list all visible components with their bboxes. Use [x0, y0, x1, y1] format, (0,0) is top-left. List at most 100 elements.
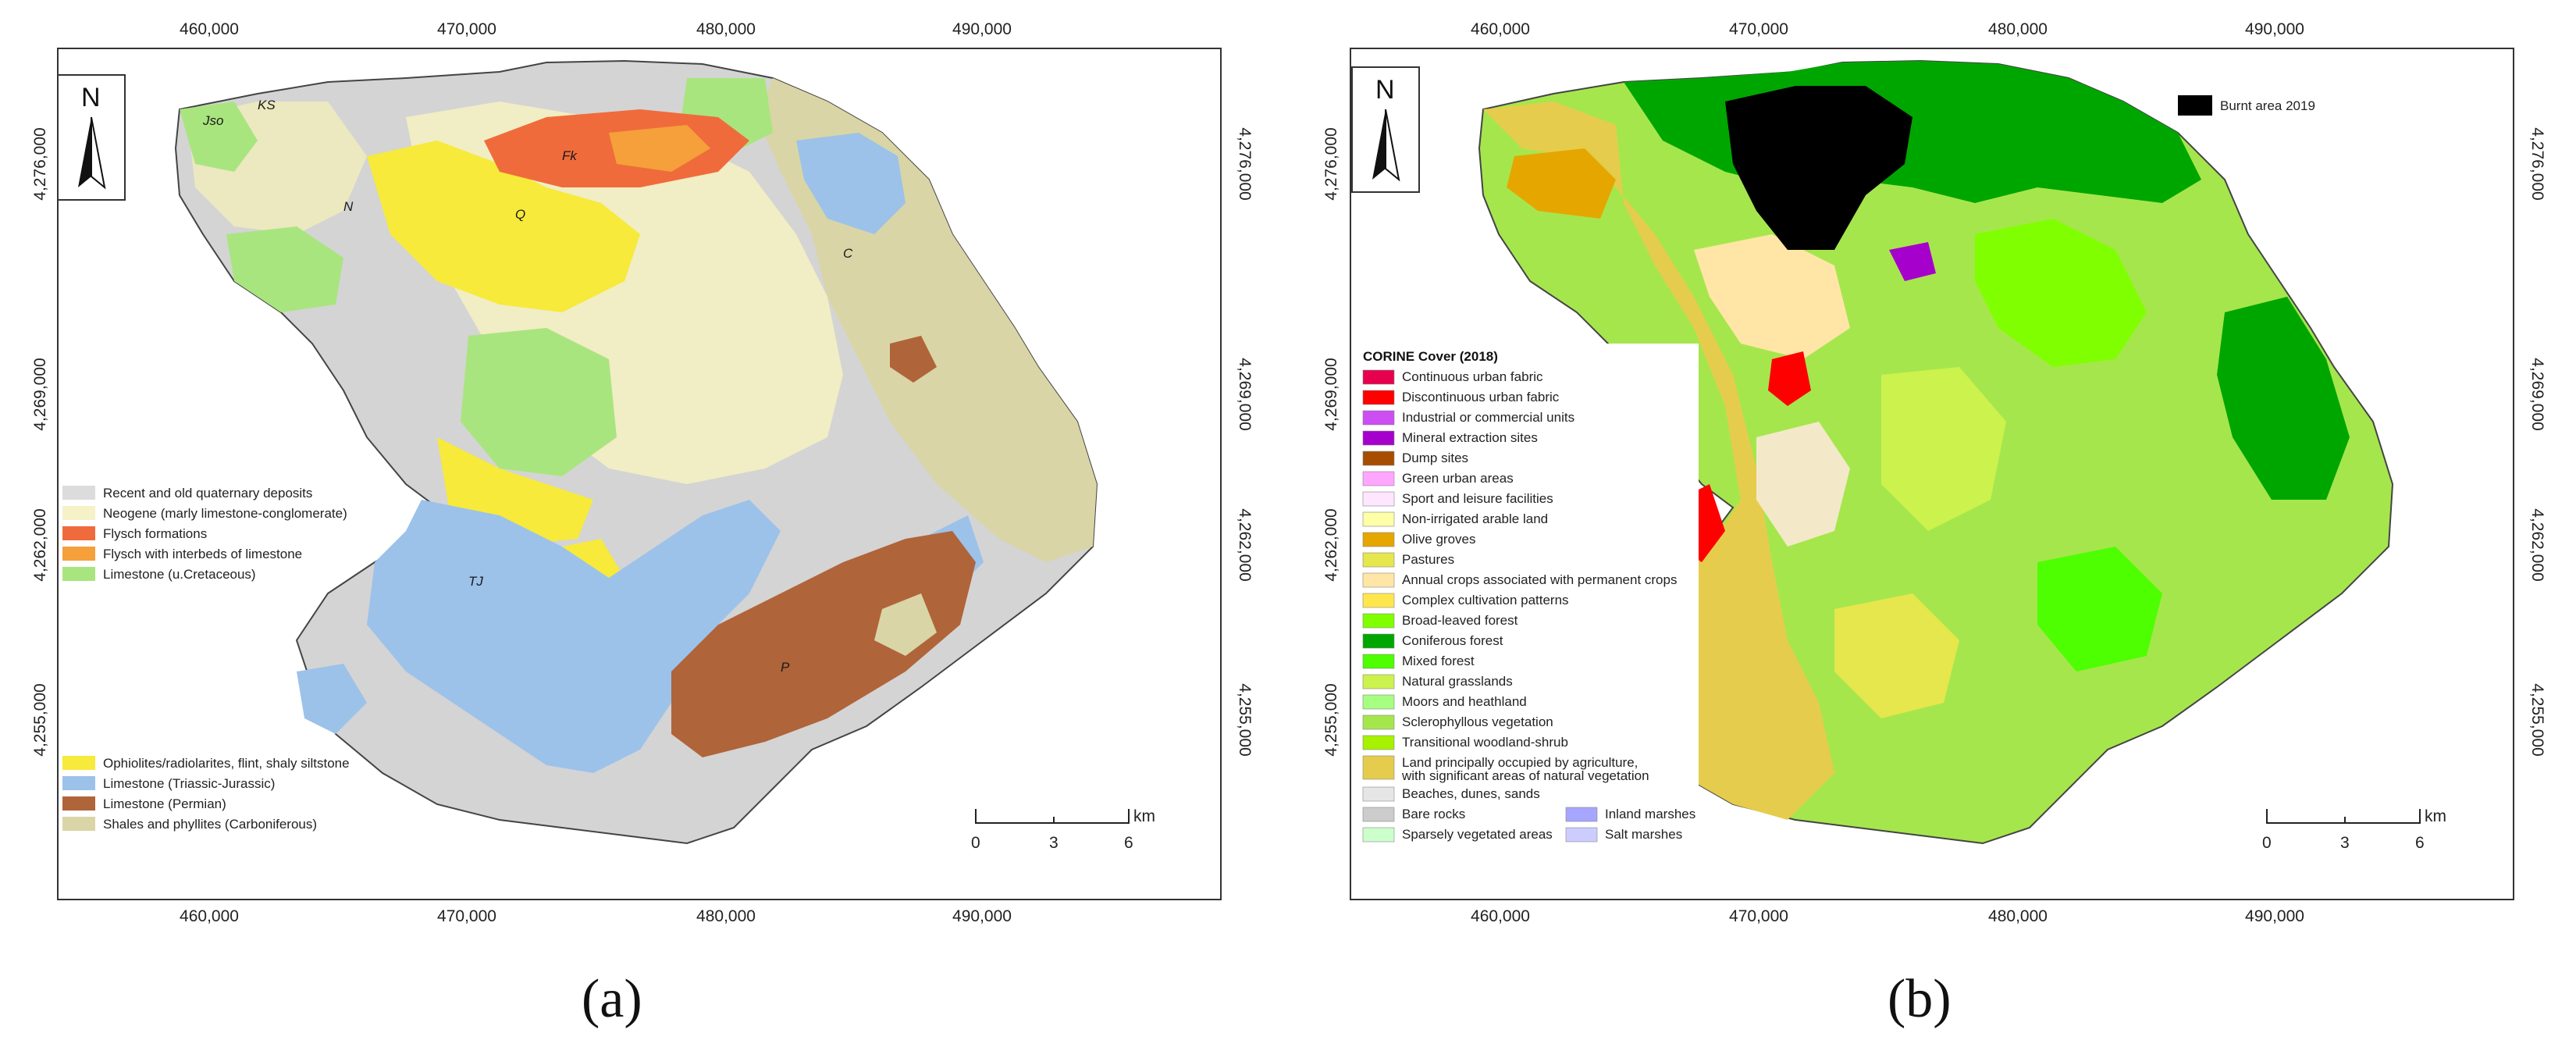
map-label-fk: Fk: [562, 148, 578, 163]
legend-swatch: [1362, 451, 1395, 466]
svg-text:460,000: 460,000: [1471, 20, 1530, 38]
lc-olive-nw: [1507, 148, 1616, 219]
legend-label: Beaches, dunes, sands: [1402, 786, 1540, 801]
map-label-ks: KS: [258, 98, 276, 112]
scale-label-3: 3: [2340, 834, 2350, 852]
legend-label: Sclerophyllous vegetation: [1402, 714, 1553, 729]
lc-nonirrigated: [1756, 422, 1850, 547]
legend-label: Complex cultivation patterns: [1402, 593, 1569, 607]
legend-swatch: [1362, 491, 1395, 507]
legend-swatch: [1565, 807, 1598, 822]
svg-text:4,255,000: 4,255,000: [31, 683, 49, 756]
map-label-q: Q: [515, 207, 525, 222]
svg-text:490,000: 490,000: [2245, 20, 2304, 38]
corine-legend: CORINE Cover (2018) Continuous urban fab…: [1355, 344, 1699, 882]
legend-swatch: [1362, 430, 1395, 446]
legend-swatch: [1362, 786, 1395, 802]
legend-label: Ophiolites/radiolarites, flint, shaly si…: [103, 756, 350, 771]
legend-swatch: [1362, 471, 1395, 486]
legend-label: Shales and phyllites (Carboniferous): [103, 817, 317, 832]
y-ticks-right: 4,276,000 4,269,000 4,262,000 4,255,000: [2528, 127, 2546, 756]
legend-swatch: [62, 547, 95, 561]
svg-text:490,000: 490,000: [952, 20, 1012, 38]
svg-text:480,000: 480,000: [1988, 907, 2048, 925]
svg-text:4,262,000: 4,262,000: [1236, 508, 1254, 581]
legend-swatch: [1362, 410, 1395, 426]
unit-cretaceous-nw: [180, 102, 258, 172]
legend-label: Broad-leaved forest: [1402, 613, 1518, 628]
y-ticks-left: 4,276,000 4,269,000 4,262,000 4,255,000: [1322, 127, 1340, 756]
legend-swatch: [62, 756, 95, 770]
north-arrow: N: [57, 74, 126, 201]
legend-swatch: [1362, 613, 1395, 629]
legend-label: Annual crops associated with permanent c…: [1402, 572, 1677, 587]
legend-swatch: [62, 796, 95, 811]
legend-label: Limestone (Triassic-Jurassic): [103, 776, 275, 791]
map-label-jso: Jso: [202, 113, 223, 128]
legend-label: Non-irrigated arable land: [1402, 511, 1548, 526]
scale-unit: km: [1133, 807, 1155, 825]
map-label-p: P: [781, 660, 790, 675]
svg-text:4,262,000: 4,262,000: [31, 508, 49, 581]
legend-label: Natural grasslands: [1402, 674, 1513, 689]
legend-label: Flysch with interbeds of limestone: [103, 547, 302, 561]
lc-mineral-extraction: [1889, 242, 1936, 281]
lc-coniferous-east: [2217, 297, 2350, 500]
legend-swatch: [62, 506, 95, 520]
north-label: N: [1375, 75, 1395, 105]
svg-text:490,000: 490,000: [2245, 907, 2304, 925]
scale-label-6: 6: [1124, 834, 1133, 852]
x-ticks-top: 460,000 470,000 480,000 490,000: [180, 20, 1012, 38]
legend-label: Coniferous forest: [1402, 633, 1503, 648]
legend-label: Mixed forest: [1402, 654, 1475, 668]
svg-text:4,255,000: 4,255,000: [1322, 683, 1340, 756]
svg-text:460,000: 460,000: [180, 20, 239, 38]
legend-swatch: [1362, 511, 1395, 527]
unit-triassic-jurassic-w: [297, 664, 367, 734]
unit-ophiolites-north: [367, 141, 640, 312]
legend-a-top: Recent and old quaternary deposits Neoge…: [62, 486, 347, 582]
legend-swatch: [1362, 633, 1395, 649]
legend-swatch: [1362, 755, 1395, 780]
legend-label: Olive groves: [1402, 532, 1475, 547]
north-arrow: N: [1351, 66, 1420, 193]
svg-text:470,000: 470,000: [1729, 907, 1788, 925]
svg-text:470,000: 470,000: [1729, 20, 1788, 38]
legend-label: Discontinuous urban fabric: [1402, 390, 1560, 404]
lc-annual-crops: [1694, 234, 1850, 359]
burnt-area-legend: Burnt area 2019: [2178, 95, 2315, 116]
legend-swatch: [1362, 654, 1395, 669]
legend-swatch: [1362, 552, 1395, 568]
legend-background: [1355, 344, 1699, 882]
caption-a: (a): [582, 969, 642, 1029]
scale-label-0: 0: [2262, 834, 2272, 852]
x-ticks-bottom: 460,000 470,000 480,000 490,000: [180, 907, 1012, 925]
legend-a-bottom: Ophiolites/radiolarites, flint, shaly si…: [62, 756, 350, 832]
geology-map-svg: Jso KS N Q TJ C P Fk N Recent and old qu…: [31, 20, 1254, 925]
legend-label: Sport and leisure facilities: [1402, 491, 1553, 506]
unit-flysch-limestone: [609, 125, 710, 172]
scale-label-3: 3: [1049, 834, 1059, 852]
svg-text:4,269,000: 4,269,000: [1236, 358, 1254, 430]
lc-agri-natural-west: [1483, 102, 1834, 820]
map-label-tj: TJ: [468, 574, 483, 589]
legend-label: Recent and old quaternary deposits: [103, 486, 312, 501]
legend-label: Industrial or commercial units: [1402, 410, 1574, 425]
map-label-n: N: [343, 199, 354, 214]
panel-a-geology-map: Jso KS N Q TJ C P Fk N Recent and old qu…: [31, 20, 1254, 1029]
svg-text:4,276,000: 4,276,000: [1236, 127, 1254, 200]
geology-map-labels: Jso KS N Q TJ C P Fk: [202, 98, 853, 675]
caption-b: (b): [1888, 969, 1952, 1029]
svg-text:480,000: 480,000: [696, 907, 756, 925]
svg-text:4,269,000: 4,269,000: [31, 358, 49, 430]
scale-bar: 0 3 6 km: [2262, 807, 2446, 852]
legend-label: Flysch formations: [103, 526, 207, 541]
legend-swatch: [1362, 572, 1395, 588]
svg-text:480,000: 480,000: [696, 20, 756, 38]
svg-text:460,000: 460,000: [1471, 907, 1530, 925]
legend-swatch: [1362, 827, 1395, 843]
legend-label: Sparsely vegetated areas: [1402, 827, 1553, 842]
scale-bar: 0 3 6 km: [971, 807, 1155, 852]
legend-label: Salt marshes: [1605, 827, 1682, 842]
legend-label-line2: with significant areas of natural vegeta…: [1401, 768, 1649, 783]
